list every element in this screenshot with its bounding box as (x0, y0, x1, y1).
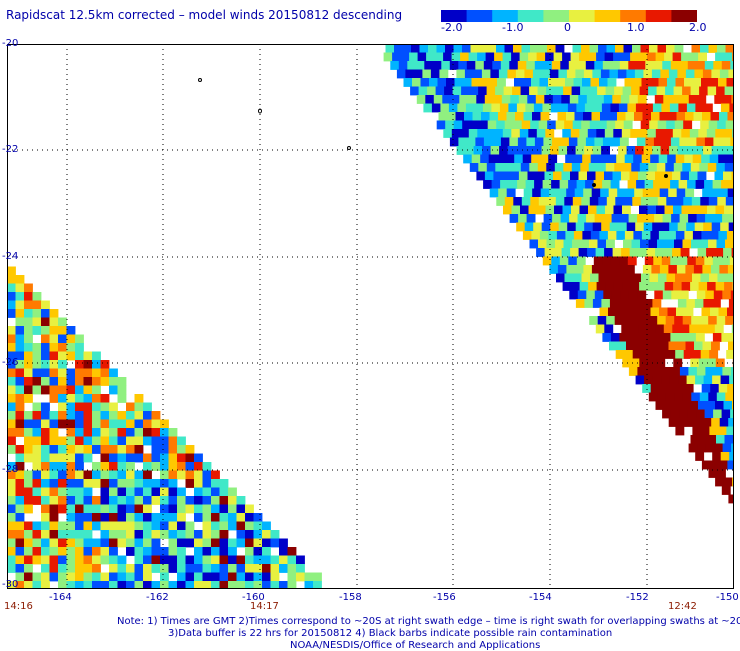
colorbar-label: -1.0 (502, 21, 523, 34)
colorbar-label: 2.0 (689, 21, 707, 34)
lat-label: -30 (2, 579, 18, 590)
colorbar-label: 0 (564, 21, 571, 34)
note-line: Note: 1) Times are GMT 2)Times correspon… (117, 616, 740, 627)
lon-label: -156 (433, 592, 456, 603)
lon-label: -152 (626, 592, 649, 603)
colorbar-segment (569, 10, 595, 22)
lon-label: -162 (146, 592, 169, 603)
lon-label: -150 (716, 592, 739, 603)
colorbar-segment (467, 10, 493, 22)
colorbar-segment (646, 10, 672, 22)
colorbar-label: 1.0 (627, 21, 645, 34)
lon-label: -154 (529, 592, 552, 603)
note-line: 3)Data buffer is 22 hrs for 20150812 4) … (168, 628, 612, 639)
lat-label: -24 (2, 251, 18, 262)
colorbar-label: -2.0 (441, 21, 462, 34)
island-marker (664, 174, 668, 178)
swath-time: 12:42 (668, 601, 697, 612)
island-marker (592, 183, 596, 187)
lat-label: -26 (2, 357, 18, 368)
lat-label: -22 (2, 144, 18, 155)
swath-time: 14:17 (250, 601, 279, 612)
lon-label: -158 (339, 592, 362, 603)
note-line: NOAA/NESDIS/Office of Research and Appli… (290, 640, 540, 651)
wind-difference-map (7, 44, 734, 589)
lat-label: -20 (2, 38, 18, 49)
lat-label: -28 (2, 464, 18, 475)
map-title: Rapidscat 12.5km corrected – model winds… (6, 8, 402, 22)
colorbar-segment (595, 10, 621, 22)
lon-label: -164 (49, 592, 72, 603)
swath-time: 14:16 (4, 601, 33, 612)
